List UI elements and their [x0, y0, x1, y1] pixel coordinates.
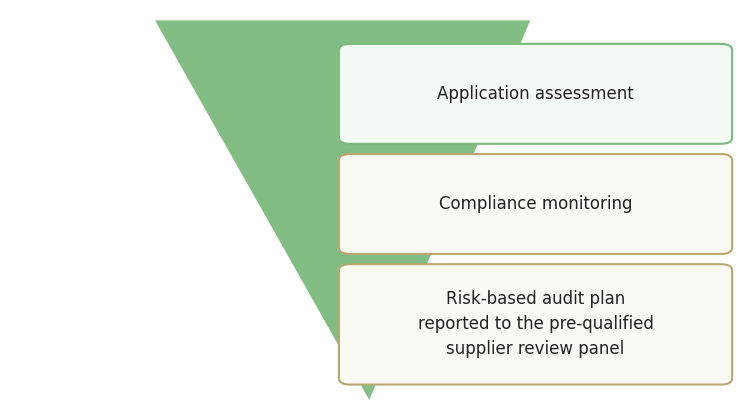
FancyBboxPatch shape — [339, 154, 733, 254]
FancyBboxPatch shape — [339, 264, 733, 384]
Text: Application assessment: Application assessment — [437, 85, 634, 103]
Text: Compliance monitoring: Compliance monitoring — [439, 195, 632, 213]
FancyBboxPatch shape — [339, 44, 733, 144]
Polygon shape — [155, 20, 530, 400]
Text: Risk-based audit plan
reported to the pre-qualified
supplier review panel: Risk-based audit plan reported to the pr… — [418, 290, 653, 358]
